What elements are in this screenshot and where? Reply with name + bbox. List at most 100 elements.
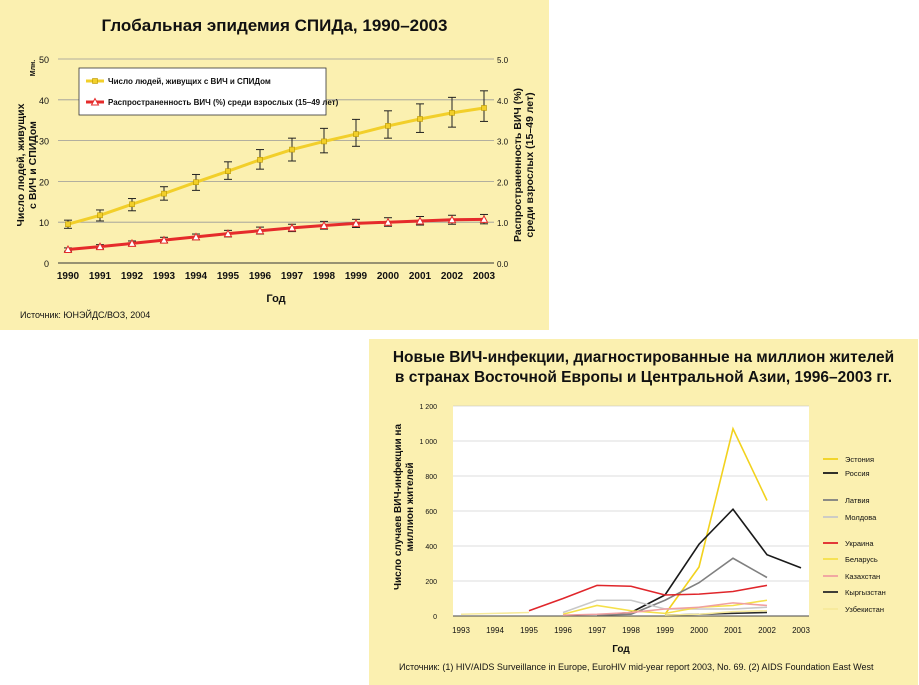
data-point	[321, 138, 327, 145]
x-tick-label: 2000	[690, 626, 708, 635]
y-left-axis-label: Число людей, живущихс ВИЧ и СПИДом	[15, 103, 39, 226]
legend-label: Россия	[845, 469, 870, 478]
legend-label: Эстония	[845, 455, 874, 464]
data-point	[383, 217, 393, 226]
legend-label: Латвия	[845, 496, 870, 505]
x-tick-label: 1993	[452, 626, 470, 635]
x-tick-label: 1998	[313, 271, 336, 282]
y-right-axis-label: Распространенность ВИЧ (%)среди взрослых…	[512, 88, 536, 242]
y-left-unit-label: Млн.	[30, 60, 37, 77]
legend-label-people: Число людей, живущих с ВИЧ и СПИДом	[108, 77, 271, 86]
data-point	[479, 214, 489, 223]
x-tick-label: 1996	[554, 626, 572, 635]
data-point	[63, 244, 73, 254]
y-left-tick-label: 50	[39, 55, 49, 65]
x-axis-label: Год	[612, 644, 630, 655]
legend-label: Беларусь	[845, 555, 878, 564]
data-point	[193, 179, 199, 186]
data-point	[319, 220, 329, 229]
legend-label-prevalence: Распространенность ВИЧ (%) среди взрослы…	[108, 98, 339, 107]
data-point	[287, 223, 297, 232]
series-line-prevalence	[67, 217, 485, 252]
data-point	[447, 215, 457, 224]
x-tick-label: 1997	[588, 626, 606, 635]
x-tick-label: 2000	[377, 271, 400, 282]
x-axis-label: Год	[266, 293, 285, 305]
y-right-tick-label: 3.0	[497, 138, 509, 147]
x-tick-label: 1990	[57, 271, 80, 282]
x-tick-label: 1999	[656, 626, 674, 635]
chart1-legend: Число людей, живущих с ВИЧ и СПИДом Распр…	[78, 67, 339, 116]
legend-label: Кыргызстан	[845, 588, 886, 597]
data-point	[127, 238, 137, 247]
series-line-Украина	[528, 584, 768, 612]
chart-panel-global-aids: Глобальная эпидемия СПИДа, 1990–2003 0 10…	[0, 0, 549, 330]
x-tick-label: 1997	[281, 271, 304, 282]
legend-label: Украина	[845, 539, 874, 548]
data-point	[159, 235, 169, 244]
y-tick-label: 600	[425, 509, 437, 516]
x-tick-label: 2002	[758, 626, 776, 635]
data-point	[385, 123, 391, 129]
y-right-tick-label: 4.0	[497, 97, 509, 106]
y-tick-label: 200	[425, 579, 437, 586]
data-point	[129, 201, 135, 208]
y-left-tick-label: 30	[39, 137, 49, 147]
chart1-svg: 0 10 20 30 40 50 0.0 1.0 2.0 3.0 4.0 5.0 1990 1991 199…	[15, 55, 536, 305]
y-left-tick-label: 20	[39, 177, 49, 187]
y-tick-label: 1 000	[419, 439, 437, 446]
x-tick-label: 1992	[121, 271, 144, 282]
chart2-source: Источник: (1) HIV/AIDS Surveillance in E…	[399, 662, 874, 672]
x-tick-label: 1995	[520, 626, 538, 635]
x-tick-label: 1999	[345, 271, 368, 282]
x-tick-label: 1994	[486, 626, 504, 635]
legend-label: Казахстан	[845, 572, 880, 581]
x-tick-label: 2001	[409, 271, 432, 282]
data-point	[257, 156, 263, 163]
y-tick-label: 800	[425, 474, 437, 481]
legend-box	[78, 67, 327, 116]
chart2-legend: Эстония Россия Латвия Молдова Украина Беларус…	[823, 455, 886, 614]
series-line-Узбекистан	[460, 611, 530, 616]
y-right-tick-label: 0.0	[497, 260, 509, 269]
chart2-title-line2: в странах Восточной Европы и Центральной…	[394, 369, 893, 386]
chart2-title-line1: Новые ВИЧ-инфекции, диагностированные на…	[392, 349, 895, 366]
legend-marker-prevalence	[90, 97, 100, 106]
chart2-svg: 0 200 400 600 800 1 000 1 200 1993 1994 1995 1996 1…	[392, 404, 886, 655]
chart1-source: Источник: ЮНЭЙДС/ВОЗ, 2004	[20, 310, 151, 320]
y-right-tick-label: 2.0	[497, 178, 509, 187]
data-point	[481, 105, 487, 111]
y-tick-label: 0	[433, 614, 437, 621]
x-tick-label: 2001	[724, 626, 742, 635]
legend-marker-people	[92, 78, 98, 84]
chart-panel-new-hiv-infections: Новые ВИЧ-инфекции, диагностированные на…	[369, 339, 918, 685]
data-point	[225, 168, 231, 174]
data-point	[449, 110, 455, 116]
data-point	[223, 229, 233, 238]
y-axis-label: Число случаев ВИЧ-инфекции намиллион жит…	[392, 424, 416, 590]
y-left-tick-label: 40	[39, 96, 49, 106]
series-line-Казахстан	[562, 602, 768, 616]
y-tick-label: 1 200	[419, 404, 437, 411]
y-left-tick-label: 0	[44, 259, 49, 269]
y-right-tick-label: 1.0	[497, 219, 509, 228]
data-point	[95, 242, 105, 251]
series-line-Узбекистан	[664, 609, 768, 616]
data-point	[97, 212, 103, 219]
series-line-Латвия	[596, 557, 768, 616]
y-left-tick-label: 10	[39, 218, 49, 228]
series-line-Беларусь	[562, 599, 768, 616]
data-point	[351, 218, 361, 227]
x-tick-label: 1993	[153, 271, 176, 282]
legend-label: Молдова	[845, 513, 877, 522]
legend-label: Узбекистан	[845, 605, 884, 614]
data-point	[417, 116, 423, 122]
x-tick-label: 1996	[249, 271, 272, 282]
x-tick-label: 1995	[217, 271, 240, 282]
data-point	[353, 131, 359, 137]
data-point	[415, 216, 425, 225]
data-point	[65, 221, 71, 228]
y-right-tick-label: 5.0	[497, 56, 509, 65]
x-tick-label: 1994	[185, 271, 208, 282]
x-tick-label: 1998	[622, 626, 640, 635]
